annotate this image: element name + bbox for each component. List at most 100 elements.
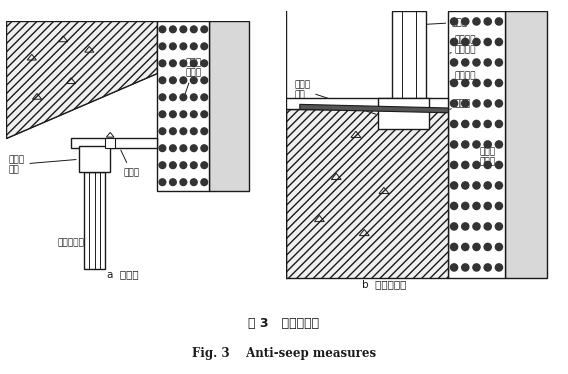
Circle shape xyxy=(180,60,187,67)
Circle shape xyxy=(473,18,480,25)
Text: 外墙节
能体系: 外墙节 能体系 xyxy=(477,147,495,167)
Circle shape xyxy=(159,43,166,50)
Circle shape xyxy=(462,120,469,128)
Circle shape xyxy=(473,120,480,128)
Circle shape xyxy=(462,141,469,148)
Circle shape xyxy=(473,202,480,209)
Circle shape xyxy=(190,111,197,117)
Circle shape xyxy=(170,128,176,135)
Circle shape xyxy=(495,79,503,86)
Circle shape xyxy=(159,26,166,33)
Circle shape xyxy=(484,120,491,128)
Circle shape xyxy=(450,243,458,251)
Circle shape xyxy=(462,39,469,46)
Bar xyxy=(392,11,426,109)
Bar xyxy=(79,146,110,172)
Circle shape xyxy=(473,243,480,251)
Circle shape xyxy=(484,243,491,251)
Circle shape xyxy=(450,18,458,25)
Circle shape xyxy=(190,162,197,169)
Circle shape xyxy=(190,145,197,151)
Bar xyxy=(157,21,210,191)
Circle shape xyxy=(159,77,166,84)
Circle shape xyxy=(473,161,480,169)
Circle shape xyxy=(450,141,458,148)
Circle shape xyxy=(462,18,469,25)
Circle shape xyxy=(190,179,197,186)
Text: 图 3   防渗漏做法: 图 3 防渗漏做法 xyxy=(248,317,320,330)
Circle shape xyxy=(495,120,503,128)
Bar xyxy=(504,11,546,278)
Bar xyxy=(106,138,115,148)
Circle shape xyxy=(180,111,187,117)
Circle shape xyxy=(484,202,491,209)
Circle shape xyxy=(495,243,503,251)
Circle shape xyxy=(462,59,469,66)
Circle shape xyxy=(462,182,469,189)
Circle shape xyxy=(190,43,197,50)
Circle shape xyxy=(180,162,187,169)
Circle shape xyxy=(170,94,176,101)
Circle shape xyxy=(201,77,207,84)
Circle shape xyxy=(201,94,207,101)
Text: 玻化微珠
保温砂浆: 玻化微珠 保温砂浆 xyxy=(450,35,475,55)
Circle shape xyxy=(462,223,469,230)
Circle shape xyxy=(484,100,491,107)
Bar xyxy=(84,172,105,269)
Circle shape xyxy=(450,202,458,209)
Circle shape xyxy=(462,161,469,169)
Circle shape xyxy=(170,77,176,84)
Circle shape xyxy=(201,26,207,33)
Circle shape xyxy=(159,128,166,135)
Text: 滴水槽: 滴水槽 xyxy=(121,150,139,177)
Circle shape xyxy=(495,141,503,148)
Circle shape xyxy=(180,128,187,135)
Circle shape xyxy=(495,39,503,46)
Circle shape xyxy=(484,161,491,169)
Circle shape xyxy=(473,182,480,189)
Circle shape xyxy=(450,223,458,230)
Text: 披水板: 披水板 xyxy=(450,99,470,109)
Circle shape xyxy=(201,43,207,50)
Polygon shape xyxy=(286,109,449,278)
Circle shape xyxy=(495,161,503,169)
Circle shape xyxy=(484,141,491,148)
Circle shape xyxy=(180,145,187,151)
Circle shape xyxy=(201,145,207,151)
Circle shape xyxy=(201,128,207,135)
Circle shape xyxy=(495,223,503,230)
Circle shape xyxy=(190,26,197,33)
Circle shape xyxy=(473,79,480,86)
Circle shape xyxy=(190,94,197,101)
Polygon shape xyxy=(300,104,449,113)
Circle shape xyxy=(159,145,166,151)
Circle shape xyxy=(180,77,187,84)
Circle shape xyxy=(484,79,491,86)
Polygon shape xyxy=(6,21,157,138)
Circle shape xyxy=(170,162,176,169)
Text: 发泡胶
填缝: 发泡胶 填缝 xyxy=(9,155,76,174)
Circle shape xyxy=(462,264,469,271)
Circle shape xyxy=(201,179,207,186)
Circle shape xyxy=(201,111,207,117)
Circle shape xyxy=(495,264,503,271)
Circle shape xyxy=(484,223,491,230)
Circle shape xyxy=(473,141,480,148)
Circle shape xyxy=(170,60,176,67)
Circle shape xyxy=(450,39,458,46)
Bar xyxy=(449,11,504,278)
Bar xyxy=(210,21,249,191)
Circle shape xyxy=(484,39,491,46)
Circle shape xyxy=(190,128,197,135)
Circle shape xyxy=(484,264,491,271)
Circle shape xyxy=(450,264,458,271)
Circle shape xyxy=(450,161,458,169)
Circle shape xyxy=(159,162,166,169)
Bar xyxy=(71,138,157,148)
Circle shape xyxy=(484,18,491,25)
Circle shape xyxy=(495,18,503,25)
Circle shape xyxy=(450,100,458,107)
Text: a  滴水槽: a 滴水槽 xyxy=(107,269,139,279)
Text: b  金属披水板: b 金属披水板 xyxy=(362,279,406,289)
Circle shape xyxy=(484,182,491,189)
